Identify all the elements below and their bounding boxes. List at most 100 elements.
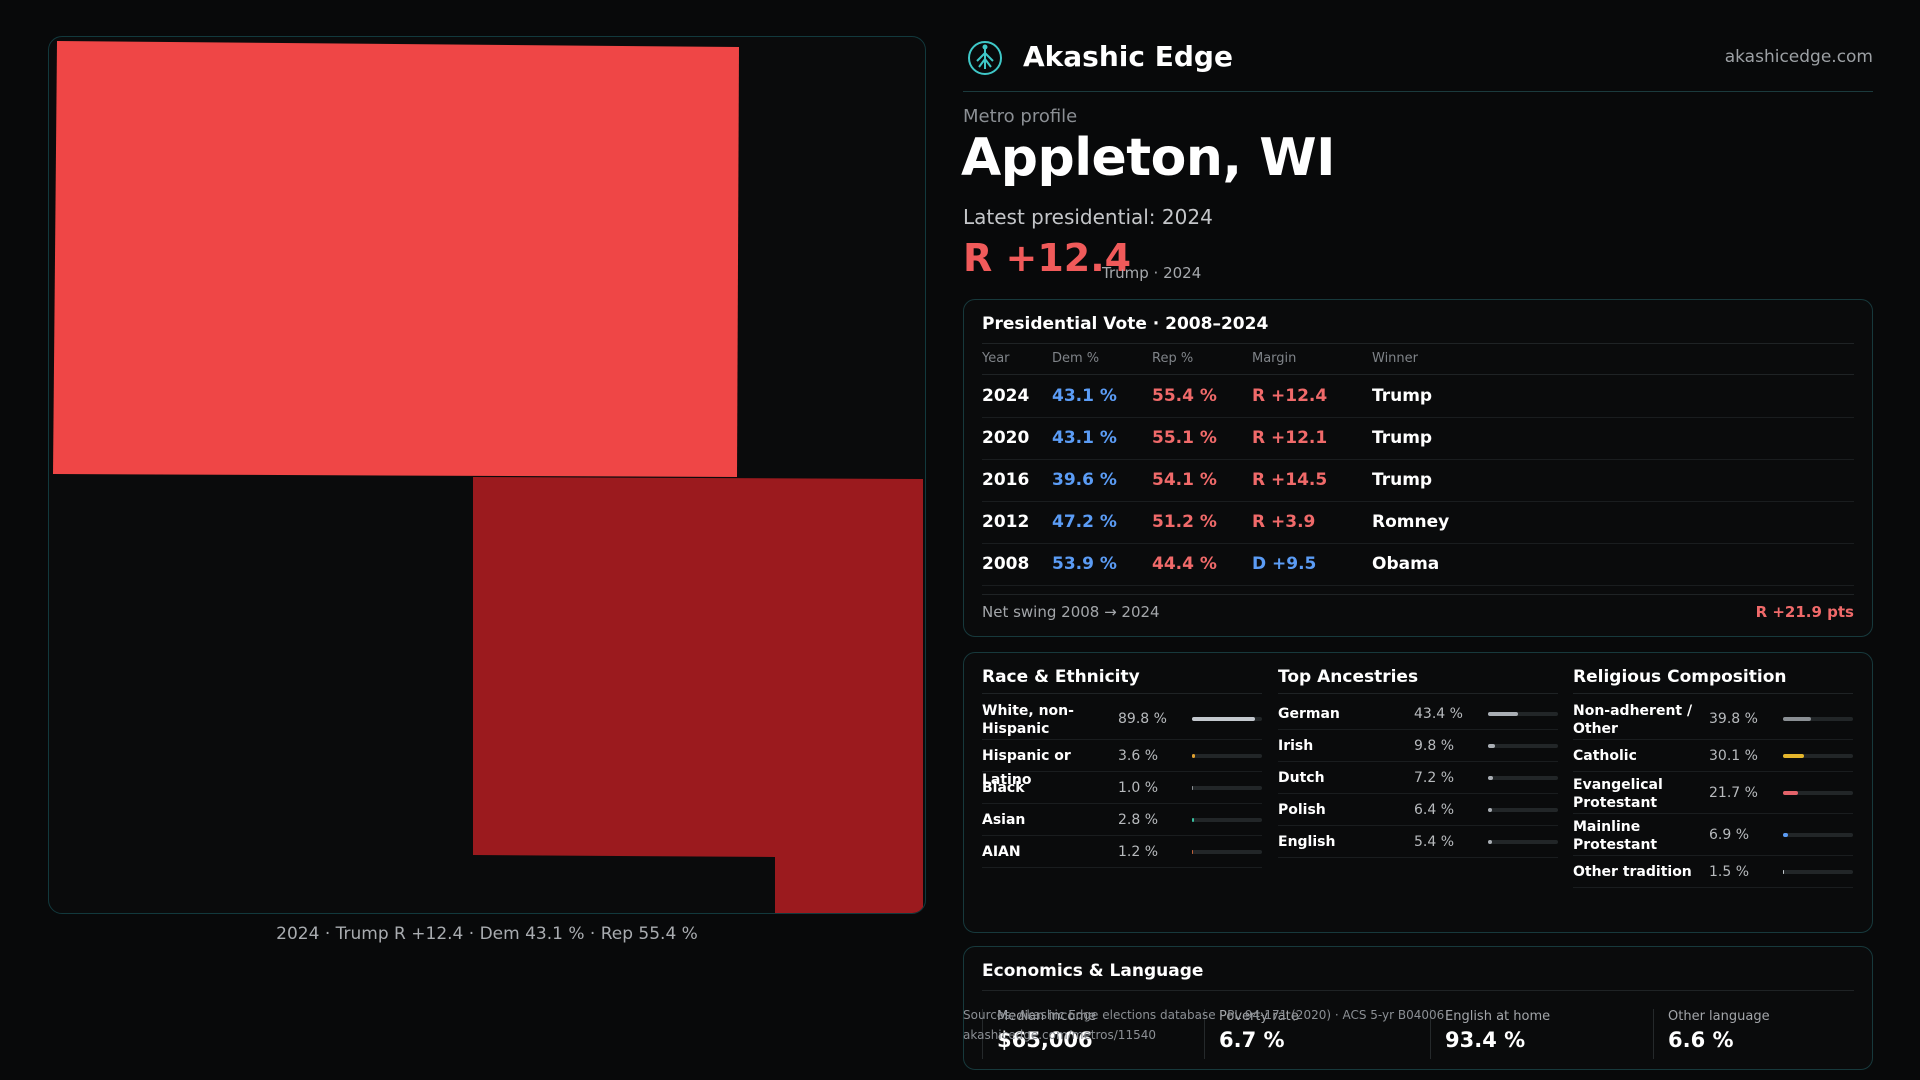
religion-row: Other tradition 1.5 % bbox=[1573, 856, 1853, 888]
vote-row-2020: 2020 43.1 % 55.1 % R +12.1 Trump bbox=[982, 418, 1854, 460]
econ-value: $65,006 bbox=[997, 1028, 1093, 1052]
vote-winner: Obama bbox=[1372, 554, 1440, 574]
ancestry-row: Irish 9.8 % bbox=[1278, 730, 1558, 762]
race-bar-fill bbox=[1192, 817, 1194, 822]
vote-margin: R +12.4 bbox=[1252, 386, 1328, 406]
religion-label: Non-adherent / Other bbox=[1573, 703, 1693, 737]
ancestry-value: 6.4 % bbox=[1414, 801, 1455, 818]
religion-label: Other tradition bbox=[1573, 864, 1692, 880]
economics-card: Economics & Language Median income $65,0… bbox=[963, 946, 1873, 1070]
econ-label: Median income bbox=[997, 1009, 1097, 1024]
religion-value: 6.9 % bbox=[1709, 826, 1750, 843]
vote-year: 2008 bbox=[982, 554, 1030, 574]
vote-rep: 54.1 % bbox=[1152, 470, 1217, 490]
vote-winner: Trump bbox=[1372, 470, 1433, 490]
county-map[interactable] bbox=[48, 36, 926, 914]
ancestry-title: Top Ancestries bbox=[1278, 667, 1419, 687]
ancestry-bar-fill bbox=[1488, 839, 1492, 844]
vote-winner: Romney bbox=[1372, 512, 1450, 532]
vote-dem: 39.6 % bbox=[1052, 470, 1117, 490]
vote-row-2024: 2024 43.1 % 55.4 % R +12.4 Trump bbox=[982, 376, 1854, 418]
religion-row: Catholic 30.1 % bbox=[1573, 740, 1853, 772]
ancestry-label: German bbox=[1278, 706, 1340, 722]
presidential-vote-card: Presidential Vote · 2008–2024 Year Dem %… bbox=[963, 299, 1873, 637]
race-bar-fill bbox=[1192, 849, 1194, 854]
latest-election: Latest presidential: 2024 bbox=[963, 205, 1213, 229]
econ-label: English at home bbox=[1445, 1009, 1551, 1024]
ancestry-value: 5.4 % bbox=[1414, 833, 1455, 850]
ancestry-label: English bbox=[1278, 834, 1336, 850]
race-value: 1.2 % bbox=[1118, 843, 1159, 860]
header: Akashic Edge akashicedge.com bbox=[963, 34, 1873, 92]
race-value: 2.8 % bbox=[1118, 811, 1159, 828]
race-value: 89.8 % bbox=[1118, 710, 1167, 727]
vote-year: 2024 bbox=[982, 386, 1030, 406]
demographics-card: Race & Ethnicity White, non-Hispanic 89.8… bbox=[963, 652, 1873, 933]
econ-label: Poverty rate bbox=[1219, 1009, 1299, 1024]
race-row: White, non-Hispanic 89.8 % bbox=[982, 698, 1262, 740]
ancestry-bar bbox=[1488, 775, 1558, 780]
race-title: Race & Ethnicity bbox=[982, 667, 1140, 687]
header-dem: Dem % bbox=[1052, 351, 1100, 366]
vote-margin: R +14.5 bbox=[1252, 470, 1328, 490]
vote-margin: D +9.5 bbox=[1252, 554, 1317, 574]
vote-row-2012: 2012 47.2 % 51.2 % R +3.9 Romney bbox=[982, 502, 1854, 544]
religion-section: Religious Composition Non-adherent / Oth… bbox=[1573, 667, 1853, 888]
religion-value: 1.5 % bbox=[1709, 863, 1750, 880]
ancestry-value: 9.8 % bbox=[1414, 737, 1455, 754]
ancestry-bar bbox=[1488, 807, 1558, 812]
econ-label: Other language bbox=[1668, 1009, 1770, 1024]
county-shape-south[interactable] bbox=[473, 477, 923, 914]
religion-row: Non-adherent / Other 39.8 % bbox=[1573, 698, 1853, 740]
county-map-svg bbox=[53, 41, 923, 914]
vote-margin: R +3.9 bbox=[1252, 512, 1316, 532]
ancestry-label: Polish bbox=[1278, 802, 1326, 818]
religion-bar-fill bbox=[1783, 869, 1785, 874]
ancestry-bar bbox=[1488, 711, 1558, 716]
ancestry-value: 43.4 % bbox=[1414, 705, 1463, 722]
race-bar-fill bbox=[1192, 753, 1195, 758]
ancestry-bar-fill bbox=[1488, 807, 1493, 812]
religion-bar bbox=[1783, 869, 1853, 874]
race-bar bbox=[1192, 716, 1262, 721]
econ-english-at-home: English at home 93.4 % bbox=[1430, 1009, 1550, 1059]
econ-value: 93.4 % bbox=[1445, 1028, 1526, 1052]
vote-winner: Trump bbox=[1372, 428, 1433, 448]
religion-row: Mainline Protestant 6.9 % bbox=[1573, 814, 1853, 856]
headline-sub: Trump · 2024 bbox=[1102, 264, 1202, 282]
sources-link[interactable]: akashicedge.com/metros/11540 bbox=[963, 1028, 1156, 1042]
vote-rep: 55.1 % bbox=[1152, 428, 1217, 448]
religion-bar-fill bbox=[1783, 753, 1805, 758]
econ-median-income: Median income $65,006 bbox=[982, 1009, 1096, 1059]
brand-name[interactable]: Akashic Edge bbox=[1023, 40, 1233, 73]
tree-circle-icon[interactable] bbox=[966, 39, 1004, 77]
religion-bar bbox=[1783, 790, 1853, 795]
race-row: AIAN 1.2 % bbox=[982, 836, 1262, 868]
vote-year: 2016 bbox=[982, 470, 1030, 490]
header-winner: Winner bbox=[1372, 351, 1419, 366]
race-label: Black bbox=[982, 780, 1025, 796]
brand-url[interactable]: akashicedge.com bbox=[1724, 47, 1873, 67]
religion-row: Evangelical Protestant 21.7 % bbox=[1573, 772, 1853, 814]
religion-value: 39.8 % bbox=[1709, 710, 1758, 727]
econ-poverty-rate: Poverty rate 6.7 % bbox=[1204, 1009, 1299, 1059]
county-shape-north[interactable] bbox=[53, 41, 739, 477]
race-label: AIAN bbox=[982, 844, 1021, 860]
ancestry-row: Dutch 7.2 % bbox=[1278, 762, 1558, 794]
race-bar-fill bbox=[1192, 716, 1255, 721]
eyebrow: Metro profile bbox=[963, 106, 1078, 127]
econ-value: 6.6 % bbox=[1668, 1028, 1734, 1052]
religion-label: Mainline Protestant bbox=[1573, 819, 1658, 853]
race-bar bbox=[1192, 753, 1262, 758]
religion-label: Evangelical Protestant bbox=[1573, 777, 1663, 811]
map-caption: 2024 · Trump R +12.4 · Dem 43.1 % · Rep … bbox=[276, 924, 698, 944]
race-row: Asian 2.8 % bbox=[982, 804, 1262, 836]
net-swing-label: Net swing 2008 → 2024 bbox=[982, 603, 1160, 621]
ancestry-section: Top Ancestries German 43.4 % Irish 9.8 % Dut… bbox=[1278, 667, 1558, 858]
ancestry-row: Polish 6.4 % bbox=[1278, 794, 1558, 826]
net-swing-value: R +21.9 pts bbox=[1755, 603, 1854, 621]
religion-label: Catholic bbox=[1573, 748, 1637, 764]
econ-other-language: Other language 6.6 % bbox=[1653, 1009, 1770, 1059]
econ-value: 6.7 % bbox=[1219, 1028, 1285, 1052]
vote-row-2008: 2008 53.9 % 44.4 % D +9.5 Obama bbox=[982, 544, 1854, 586]
